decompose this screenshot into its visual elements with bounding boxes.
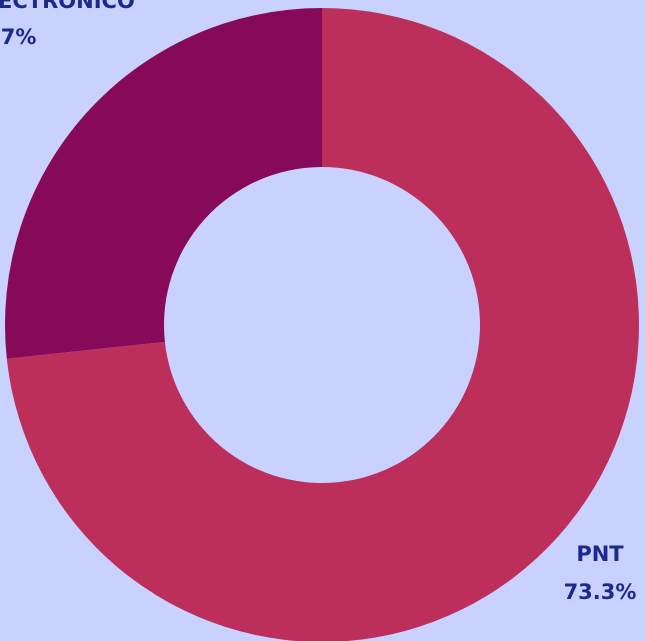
donut-segment <box>4 8 323 359</box>
segment-label: PNT <box>576 542 624 566</box>
donut-segment <box>6 8 639 641</box>
segment-value-label: 26.7% <box>0 25 36 49</box>
segment-value-label: 73.3% <box>564 580 637 604</box>
segment-label: CORREO ELECTRONICO <box>0 0 135 13</box>
